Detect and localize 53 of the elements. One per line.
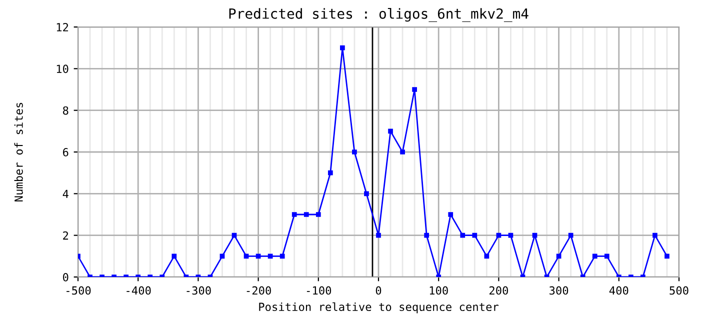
point: [304, 212, 309, 217]
x-tick-label: 500: [670, 286, 688, 295]
point: [484, 254, 490, 259]
x-tick-label: -400: [126, 286, 151, 295]
point: [172, 254, 177, 259]
x-tick-label: 200: [489, 286, 508, 295]
x-tick-label: -100: [306, 286, 332, 295]
y-tick-label: 0: [63, 273, 68, 282]
point: [256, 254, 261, 259]
x-tick-label: 300: [550, 286, 568, 295]
point: [592, 254, 598, 259]
point: [232, 232, 237, 238]
y-tick-label: 10: [56, 64, 68, 74]
point: [556, 254, 562, 259]
point: [664, 254, 670, 259]
x-tick-label: -300: [186, 286, 211, 295]
point: [268, 254, 273, 259]
y-tick-label: 8: [62, 106, 68, 115]
point: [340, 45, 345, 50]
point: [424, 232, 430, 238]
point: [280, 254, 285, 259]
point: [376, 232, 381, 238]
point: [352, 150, 357, 154]
point: [328, 170, 333, 176]
point: [364, 191, 369, 196]
point: [472, 232, 478, 238]
point: [496, 232, 502, 238]
y-tick-label: 2: [63, 231, 68, 240]
x-tick-label: -500: [66, 286, 91, 295]
point: [460, 232, 466, 238]
point: [448, 212, 454, 217]
y-axis-title: Number of sites: [14, 102, 23, 202]
point: [388, 128, 393, 134]
chart-title: Predicted sites : oligos_6nt_mkv2_m4: [229, 8, 528, 22]
x-tick-label: -200: [246, 286, 271, 295]
point: [400, 150, 405, 154]
x-tick-label: 100: [430, 286, 448, 295]
point: [532, 232, 538, 238]
point: [220, 254, 225, 259]
y-tick-label: 6: [63, 148, 68, 156]
point: [604, 254, 610, 259]
y-tick-label: 12: [56, 23, 68, 32]
point: [244, 254, 249, 259]
point: [652, 232, 658, 238]
point: [292, 212, 297, 217]
point: [316, 212, 321, 217]
point: [568, 232, 574, 238]
point: [412, 87, 417, 92]
x-tick-label: 0: [376, 286, 382, 295]
x-tick-label: 400: [609, 286, 628, 295]
point: [508, 232, 514, 238]
x-axis-title: Position relative to sequence center: [259, 302, 498, 314]
y-tick-label: 4: [62, 190, 68, 198]
